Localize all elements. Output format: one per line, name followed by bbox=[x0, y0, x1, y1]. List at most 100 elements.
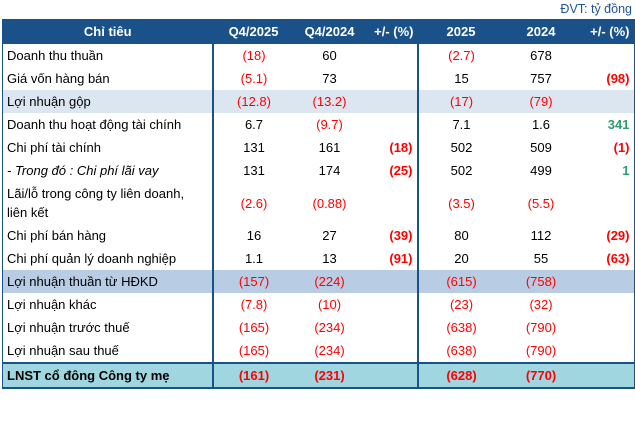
table-row: Doanh thu thuần (18) 60 (2.7) 678 bbox=[3, 44, 635, 67]
value-cell: 80 bbox=[416, 224, 505, 247]
value-cell: (234) bbox=[314, 343, 345, 358]
value-cell bbox=[577, 270, 635, 293]
table-row: Chi phí quản lý doanh nghiệp 1.1 13 (91) 20 5… bbox=[3, 247, 635, 270]
value-cell: (32) bbox=[529, 297, 553, 312]
table-row: Lợi nhuận gộp (12.8) (13.2) (17) (79) bbox=[2, 90, 635, 113]
table-row: Lợi nhuận sau thuế (165) (234) (638) (790) bbox=[3, 339, 635, 363]
value-cell: 73 bbox=[322, 71, 337, 86]
row-label: Lợi nhuận trước thuế bbox=[7, 320, 130, 335]
value-cell: 131 bbox=[211, 136, 295, 159]
value-cell: 174 bbox=[318, 163, 341, 178]
value-cell bbox=[365, 182, 418, 224]
table-row: Doanh thu hoạt động tài chính 6.7 (9.7) 7.1… bbox=[3, 113, 635, 136]
value-cell: 1.6 bbox=[531, 117, 551, 132]
value-cell: 509 bbox=[530, 140, 552, 155]
row-label: - Trong đó : Chi phí lãi vay bbox=[7, 163, 159, 178]
value-cell: 20 bbox=[416, 247, 505, 270]
header-year-change: +/- (%) bbox=[577, 19, 635, 44]
value-cell: (231) bbox=[294, 362, 365, 388]
value-cell: (3.5) bbox=[416, 182, 505, 224]
value-cell: (39) bbox=[389, 228, 413, 243]
value-cell: 6.7 bbox=[211, 113, 295, 136]
value-cell: (234) bbox=[314, 320, 345, 335]
value-cell bbox=[577, 90, 635, 113]
value-cell: (2.7) bbox=[416, 44, 505, 67]
row-label: Lợi nhuận khác bbox=[7, 297, 97, 312]
row-label: Doanh thu hoạt động tài chính bbox=[7, 117, 182, 132]
value-cell: (63) bbox=[606, 251, 630, 266]
value-cell bbox=[364, 362, 418, 388]
value-cell bbox=[365, 44, 418, 67]
value-cell: (165) bbox=[211, 339, 295, 363]
value-cell: (165) bbox=[211, 316, 295, 339]
value-cell: (0.88) bbox=[312, 195, 347, 211]
value-cell: 502 bbox=[416, 159, 505, 182]
table-body: Doanh thu thuần (18) 60 (2.7) 678 Giá vốn hàn… bbox=[2, 44, 635, 388]
value-cell: 502 bbox=[416, 136, 505, 159]
row-label: Lợi nhuận sau thuế bbox=[7, 343, 119, 358]
value-cell: (12.8) bbox=[211, 90, 295, 113]
value-cell: (17) bbox=[416, 90, 505, 113]
value-cell: (79) bbox=[504, 90, 578, 113]
value-cell bbox=[578, 44, 635, 67]
value-cell: (790) bbox=[525, 343, 557, 358]
header-2025: 2025 bbox=[417, 19, 505, 44]
table-row: Lợi nhuận trước thuế (165) (234) (638) (790) bbox=[3, 316, 635, 339]
value-cell: (758) bbox=[504, 270, 578, 293]
value-cell: (13.2) bbox=[294, 90, 365, 113]
value-cell: (23) bbox=[416, 293, 505, 316]
value-cell: (10) bbox=[317, 297, 342, 312]
value-cell bbox=[364, 90, 418, 113]
value-cell: (2.6) bbox=[211, 182, 295, 224]
value-cell bbox=[578, 293, 635, 316]
value-cell: 27 bbox=[322, 228, 337, 243]
value-cell: (1) bbox=[613, 140, 630, 155]
value-cell: 15 bbox=[416, 67, 505, 90]
value-cell: (615) bbox=[416, 270, 505, 293]
value-cell: 112 bbox=[530, 228, 552, 243]
value-cell bbox=[365, 339, 418, 363]
table-row: LNST cổ đông Công ty mẹ (161) (231) (628) (7… bbox=[2, 362, 635, 388]
value-cell: 757 bbox=[530, 71, 552, 86]
value-cell: (790) bbox=[525, 320, 557, 335]
row-label: Chi phí bán hàng bbox=[7, 228, 107, 243]
value-cell: (5.5) bbox=[527, 195, 555, 211]
table-row: - Trong đó : Chi phí lãi vay 131 174 (25) 50… bbox=[3, 159, 635, 182]
value-cell: (5.1) bbox=[211, 67, 295, 90]
header-q4-change: +/- (%) bbox=[364, 19, 418, 44]
value-cell: (157) bbox=[211, 270, 295, 293]
value-cell: (91) bbox=[389, 251, 413, 266]
value-cell: 13 bbox=[322, 251, 337, 266]
value-cell bbox=[365, 293, 418, 316]
header-q4-2025: Q4/2025 bbox=[212, 19, 295, 44]
value-cell: 341 bbox=[607, 117, 630, 132]
value-cell: 55 bbox=[533, 251, 549, 266]
financial-table: Chỉ tiêu Q4/2025 Q4/2024 +/- (%) 2025 20… bbox=[2, 19, 635, 389]
table-header: Chỉ tiêu Q4/2025 Q4/2024 +/- (%) 2025 20… bbox=[2, 19, 635, 44]
row-label: Lãi/lỗ trong công ty liên doanh, liên kế… bbox=[7, 186, 185, 220]
table-row: Lãi/lỗ trong công ty liên doanh, liên kế… bbox=[3, 182, 635, 224]
value-cell: 7.1 bbox=[416, 113, 505, 136]
value-cell bbox=[577, 362, 635, 388]
value-cell: (161) bbox=[211, 362, 295, 388]
value-cell: 499 bbox=[530, 163, 552, 178]
row-label: Giá vốn hàng bán bbox=[7, 71, 110, 86]
value-cell bbox=[365, 113, 418, 136]
row-label: Chi phí tài chính bbox=[7, 140, 101, 155]
value-cell: (7.8) bbox=[211, 293, 295, 316]
row-label: Chi phí quản lý doanh nghiệp bbox=[7, 251, 177, 266]
value-cell: 1.1 bbox=[211, 247, 295, 270]
value-cell: (98) bbox=[606, 71, 630, 86]
value-cell: (29) bbox=[606, 228, 630, 243]
table-row: Chi phí tài chính 131 161 (18) 502 509 (1) bbox=[3, 136, 635, 159]
value-cell: (224) bbox=[294, 270, 365, 293]
row-label: Lợi nhuận thuần từ HĐKD bbox=[2, 270, 213, 293]
value-cell: (628) bbox=[416, 362, 505, 388]
value-cell bbox=[364, 270, 418, 293]
header-2024: 2024 bbox=[504, 19, 578, 44]
value-cell: (638) bbox=[416, 316, 505, 339]
unit-label: ĐVT: tỷ đồng bbox=[560, 2, 632, 16]
header-chi-tieu: Chỉ tiêu bbox=[2, 19, 213, 44]
value-cell bbox=[578, 339, 635, 363]
